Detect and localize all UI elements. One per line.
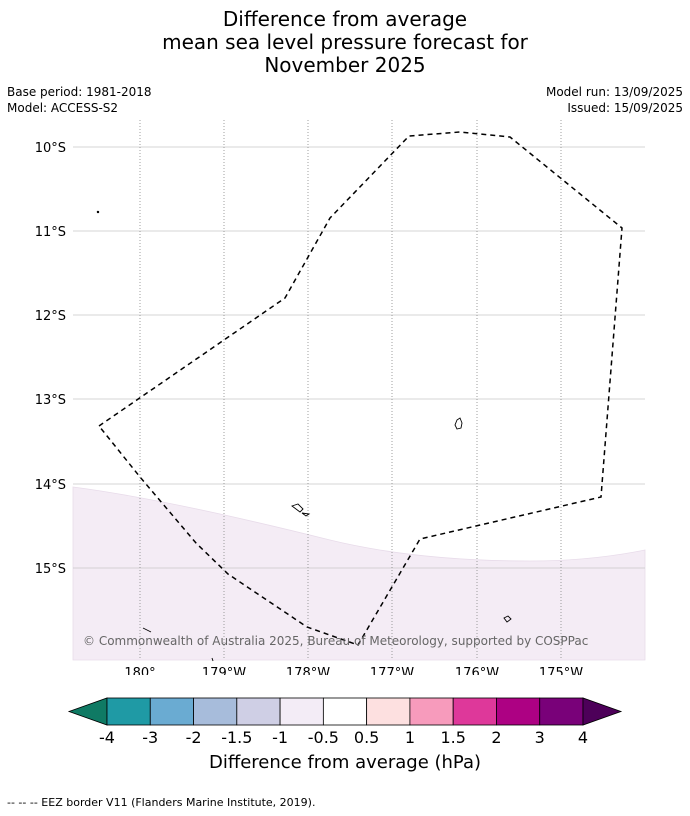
colorbar-tick-label: 3 — [535, 728, 545, 747]
lon-label-180: 180° — [124, 666, 155, 675]
lat-label-12s: 12°S — [35, 309, 66, 324]
island-south — [503, 615, 512, 623]
colorbar-swatch — [193, 697, 238, 726]
lat-label-15s: 15°S — [35, 562, 66, 577]
colorbar-swatch — [149, 697, 194, 726]
colorbar-tick-label: 2 — [491, 728, 501, 747]
lat-gridlines — [73, 146, 645, 569]
colorbar-arrow-high — [582, 697, 623, 726]
colorbar-ticks: -4 -3 -2 -1.5 -1 -0.5 0.5 1 1.5 2 3 4 — [99, 728, 588, 747]
title-line-1: Difference from average — [222, 7, 468, 31]
lat-label-13s: 13°S — [35, 393, 66, 408]
title-line-3: November 2025 — [264, 53, 426, 77]
colorbar-tick-label: -0.5 — [308, 728, 339, 747]
meta-right: Model run: 13/09/2025 Issued: 15/09/2025 — [546, 84, 683, 116]
issued-date: Issued: 15/09/2025 — [567, 101, 683, 115]
lon-gridlines — [139, 120, 562, 660]
lat-label-11s: 11°S — [35, 225, 66, 240]
lon-label-177w: 177°W — [370, 666, 414, 675]
colorbar-tick-label: 0.5 — [354, 728, 379, 747]
model-name: Model: ACCESS-S2 — [7, 101, 119, 115]
model-run: Model run: 13/09/2025 — [545, 85, 683, 99]
eez-footnote: -- -- -- EEZ border V11 (Flanders Marine… — [7, 796, 316, 809]
colorbar-swatch — [322, 697, 368, 726]
map-panel: 10°S 11°S 12°S 13°S 14°S 15°S © Commonwe… — [35, 120, 646, 675]
lon-label-176w: 176°W — [455, 666, 499, 675]
colorbar-swatch — [496, 697, 541, 726]
meta-left: Base period: 1981-2018 Model: ACCESS-S2 — [7, 84, 152, 116]
island-group-west-2 — [301, 512, 311, 517]
copyright-text: © Commonwealth of Australia 2025, Bureau… — [83, 634, 588, 648]
colorbar-arrow-low — [67, 697, 108, 726]
colorbar-tick-label: -4 — [99, 728, 115, 747]
lon-labels: 180° 179°W 178°W 177°W 176°W 175°W — [124, 666, 583, 675]
colorbar-title: Difference from average (hPa) — [208, 752, 482, 773]
island-east — [454, 417, 463, 430]
island-dot — [96, 210, 100, 214]
island-group-west — [291, 503, 304, 513]
colorbar-swatch — [279, 697, 324, 726]
lat-label-10s: 10°S — [35, 141, 66, 156]
colorbar-swatch — [236, 697, 281, 726]
colorbar-swatch — [106, 697, 151, 726]
colorbar-tick-label: -2 — [186, 728, 202, 747]
colorbar-swatch — [366, 697, 411, 726]
lat-label-14s: 14°S — [35, 478, 66, 493]
islands — [96, 210, 512, 662]
colorbar-tick-label: -1.5 — [221, 728, 252, 747]
map-title: Difference from average mean sea level p… — [0, 8, 690, 77]
colorbar-swatches — [67, 697, 623, 726]
colorbar-tick-label: 1 — [405, 728, 415, 747]
lat-labels: 10°S 11°S 12°S 13°S 14°S 15°S — [35, 141, 66, 577]
colorbar-tick-label: 4 — [578, 728, 588, 747]
lon-label-179w: 179°W — [202, 666, 246, 675]
colorbar-swatch — [539, 697, 584, 726]
colorbar-tick-label: -1 — [272, 728, 288, 747]
island-southwest — [142, 627, 152, 633]
anomaly-fill-region — [72, 486, 646, 661]
colorbar-tick-label: -3 — [142, 728, 158, 747]
lon-label-178w: 178°W — [286, 666, 330, 675]
lon-label-175w: 175°W — [539, 666, 583, 675]
colorbar-tick-label: 1.5 — [440, 728, 465, 747]
eez-border — [97, 131, 623, 646]
title-line-2: mean sea level pressure forecast for — [162, 30, 528, 54]
colorbar: -4 -3 -2 -1.5 -1 -0.5 0.5 1 1.5 2 3 4 — [67, 697, 623, 747]
colorbar-swatch — [409, 697, 454, 726]
colorbar-swatch — [452, 697, 497, 726]
base-period: Base period: 1981-2018 — [7, 85, 152, 99]
island-bottom — [211, 657, 214, 662]
